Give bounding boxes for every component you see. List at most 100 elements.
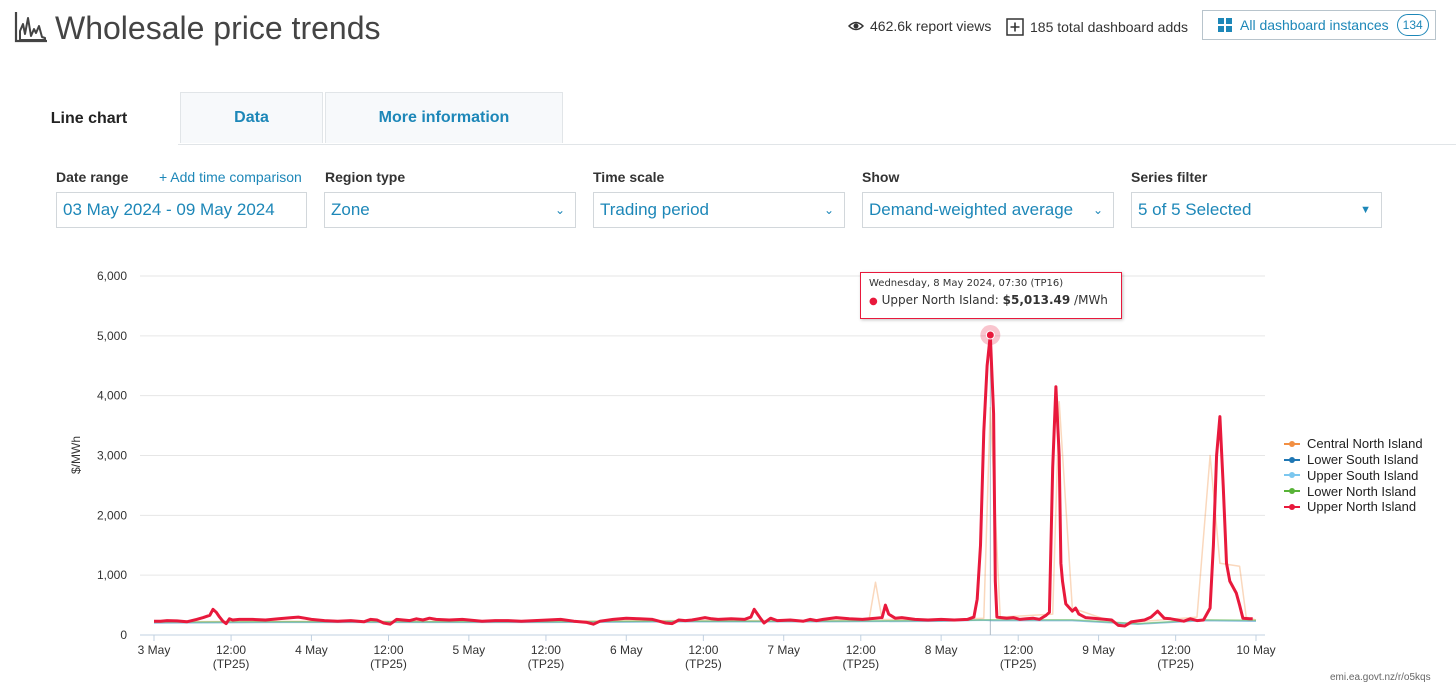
y-tick-label: 3,000 bbox=[97, 449, 127, 463]
y-tick-label: 4,000 bbox=[97, 389, 127, 403]
x-tick-label: 12:00 bbox=[373, 643, 403, 657]
x-tick-label: 3 May bbox=[138, 643, 171, 657]
y-tick-label: 2,000 bbox=[97, 508, 127, 522]
instances-label: All dashboard instances bbox=[1240, 17, 1389, 33]
y-axis-title: $/MWh bbox=[69, 436, 83, 474]
time-scale-select[interactable]: Trading period ⌄ bbox=[593, 192, 845, 228]
legend-symbol bbox=[1284, 486, 1300, 496]
x-tick-sublabel: (TP25) bbox=[528, 657, 565, 671]
x-tick-sublabel: (TP25) bbox=[213, 657, 250, 671]
x-tick-label: 12:00 bbox=[846, 643, 876, 657]
x-tick-sublabel: (TP25) bbox=[842, 657, 879, 671]
legend-symbol bbox=[1284, 470, 1300, 480]
x-tick-label: 10 May bbox=[1236, 643, 1275, 657]
region-type-label: Region type bbox=[325, 169, 406, 185]
line-chart: 0 1,000 2,000 3,000 4,000 5,000 6,000 $/MWh 3 Ma… bbox=[69, 269, 1276, 671]
add-time-comparison-link[interactable]: + Add time comparison bbox=[159, 169, 302, 185]
time-scale-label: Time scale bbox=[593, 169, 665, 185]
legend-symbol bbox=[1284, 455, 1300, 465]
x-tick-label: 12:00 bbox=[531, 643, 561, 657]
date-range-input[interactable]: 03 May 2024 - 09 May 2024 bbox=[56, 192, 307, 228]
chevron-down-icon: ⌄ bbox=[1092, 203, 1103, 217]
series-filter-value: 5 of 5 Selected bbox=[1138, 200, 1252, 219]
x-tick-sublabel: (TP25) bbox=[1000, 657, 1037, 671]
show-label: Show bbox=[862, 169, 900, 185]
highlight-point bbox=[985, 330, 995, 340]
x-tick-label: 7 May bbox=[767, 643, 800, 657]
series-line-lower-south-island bbox=[153, 619, 1257, 625]
series-filter-label: Series filter bbox=[1131, 169, 1208, 185]
chevron-down-icon: ⌄ bbox=[554, 203, 565, 217]
legend-item-central-north-island[interactable]: Central North Island bbox=[1284, 436, 1423, 452]
tooltip-unit: /MWh bbox=[1070, 293, 1108, 307]
grid-icon bbox=[1218, 18, 1232, 32]
x-tick-sublabel: (TP25) bbox=[1157, 657, 1194, 671]
legend-item-upper-south-island[interactable]: Upper South Island bbox=[1284, 468, 1423, 484]
y-tick-label: 5,000 bbox=[97, 329, 127, 343]
x-tick-label: 12:00 bbox=[1161, 643, 1191, 657]
date-range-label: Date range bbox=[56, 169, 129, 185]
x-tick-label: 6 May bbox=[610, 643, 643, 657]
show-select[interactable]: Demand-weighted average ⌄ bbox=[862, 192, 1114, 228]
legend-item-upper-north-island[interactable]: Upper North Island bbox=[1284, 499, 1423, 515]
region-type-select[interactable]: Zone ⌄ bbox=[324, 192, 576, 228]
x-tick-label: 12:00 bbox=[216, 643, 246, 657]
date-range-value: 03 May 2024 - 09 May 2024 bbox=[63, 200, 275, 219]
legend-label: Upper North Island bbox=[1307, 499, 1417, 515]
report-views-stat: 462.6k report views bbox=[848, 18, 991, 34]
legend-item-lower-north-island[interactable]: Lower North Island bbox=[1284, 483, 1423, 499]
legend-dot bbox=[1289, 472, 1295, 479]
legend-label: Lower North Island bbox=[1307, 483, 1417, 499]
x-tick-label: 4 May bbox=[295, 643, 328, 657]
legend-dot bbox=[1289, 503, 1295, 510]
x-tick-sublabel: (TP25) bbox=[370, 657, 407, 671]
y-tick-label: 6,000 bbox=[97, 269, 127, 283]
chart-tooltip: Wednesday, 8 May 2024, 07:30 (TP16) ● Up… bbox=[860, 272, 1122, 319]
tab-bar: Line chart Data More information bbox=[0, 92, 1456, 145]
x-tick-label: 12:00 bbox=[688, 643, 718, 657]
legend-item-lower-south-island[interactable]: Lower South Island bbox=[1284, 452, 1423, 468]
eye-icon bbox=[848, 21, 864, 31]
tooltip-value: $5,013.49 bbox=[1002, 293, 1071, 307]
tab-line-chart[interactable]: Line chart bbox=[0, 92, 178, 145]
series-filter-select[interactable]: 5 of 5 Selected ▼ bbox=[1131, 192, 1382, 228]
page-title: Wholesale price trends bbox=[55, 10, 381, 46]
x-tick-label: 8 May bbox=[925, 643, 958, 657]
tooltip-series-dot: ● bbox=[869, 296, 878, 307]
tooltip-date: Wednesday, 8 May 2024, 07:30 (TP16) bbox=[869, 278, 1064, 289]
legend-label: Lower South Island bbox=[1307, 452, 1419, 468]
tooltip-series-name: Upper North Island bbox=[881, 293, 995, 307]
dashboard-adds-stat: 185 total dashboard adds bbox=[1006, 18, 1188, 36]
show-value: Demand-weighted average bbox=[869, 200, 1074, 219]
header: Wholesale price trends 462.6k report vie… bbox=[0, 0, 1456, 60]
legend-dot bbox=[1289, 456, 1295, 463]
region-type-value: Zone bbox=[331, 200, 370, 219]
legend-symbol bbox=[1284, 439, 1300, 449]
tab-more-information[interactable]: More information bbox=[325, 92, 563, 143]
instances-count-badge: 134 bbox=[1396, 14, 1429, 36]
area-chart-icon bbox=[14, 12, 47, 43]
report-views-text: 462.6k report views bbox=[870, 18, 992, 34]
x-tick-sublabel: (TP25) bbox=[685, 657, 722, 671]
legend-dot bbox=[1289, 440, 1295, 447]
x-tick-label: 9 May bbox=[1082, 643, 1115, 657]
x-tick-label: 5 May bbox=[453, 643, 486, 657]
time-scale-value: Trading period bbox=[600, 200, 709, 219]
series-line-central-north-island bbox=[153, 400, 1257, 627]
plus-square-icon bbox=[1006, 18, 1024, 36]
tooltip-value-line: ● Upper North Island: $5,013.49 /MWh bbox=[869, 293, 1108, 307]
x-tick-label: 12:00 bbox=[1003, 643, 1033, 657]
y-tick-label: 0 bbox=[120, 628, 127, 642]
chevron-down-icon: ⌄ bbox=[823, 203, 834, 217]
legend-symbol bbox=[1284, 502, 1300, 512]
legend-label: Upper South Island bbox=[1307, 467, 1419, 483]
tab-data[interactable]: Data bbox=[180, 92, 323, 143]
source-credit: emi.ea.govt.nz/r/o5kqs bbox=[1330, 672, 1431, 683]
caret-down-icon: ▼ bbox=[1360, 204, 1371, 216]
chart-legend: Central North Island Lower South Island Up… bbox=[1284, 436, 1423, 515]
y-tick-label: 1,000 bbox=[97, 568, 127, 582]
all-dashboard-instances-button[interactable]: All dashboard instances 134 bbox=[1202, 10, 1436, 40]
series-line-upper-north-island bbox=[154, 333, 1253, 628]
dashboard-adds-text: 185 total dashboard adds bbox=[1030, 19, 1189, 35]
legend-label: Central North Island bbox=[1307, 436, 1423, 452]
